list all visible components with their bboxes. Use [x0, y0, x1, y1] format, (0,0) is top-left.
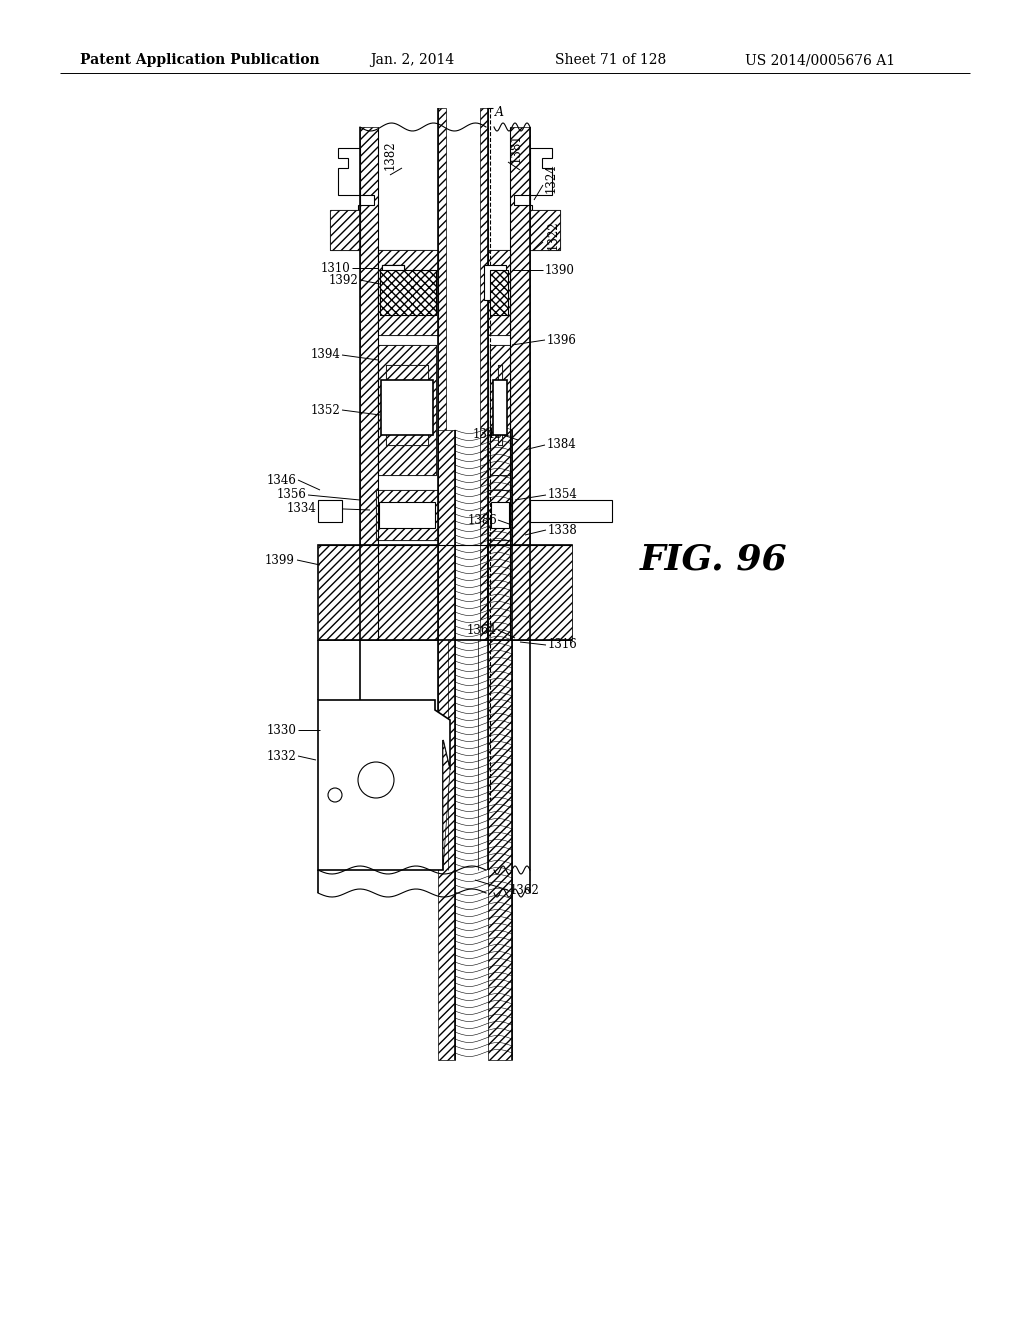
Bar	[386, 366, 428, 445]
Text: 1354: 1354	[548, 488, 578, 502]
Bar	[530, 500, 612, 521]
Text: Jan. 2, 2014: Jan. 2, 2014	[370, 53, 455, 67]
Bar	[490, 502, 509, 528]
Bar	[376, 490, 438, 540]
Bar	[530, 210, 560, 249]
Text: 1338: 1338	[548, 524, 578, 536]
Text: Sheet 71 of 128: Sheet 71 of 128	[555, 53, 667, 67]
Bar	[488, 249, 510, 335]
Bar	[378, 345, 436, 475]
Polygon shape	[338, 148, 374, 210]
Text: 1396: 1396	[547, 334, 577, 346]
Bar	[318, 545, 438, 640]
Bar	[490, 271, 508, 315]
Bar	[484, 265, 506, 300]
Text: 1390: 1390	[545, 264, 574, 276]
Bar	[380, 271, 436, 315]
Bar	[376, 490, 438, 540]
Bar	[330, 210, 360, 249]
Text: 1332: 1332	[266, 750, 296, 763]
Bar	[498, 366, 502, 445]
Bar	[381, 380, 433, 436]
Text: 1386: 1386	[467, 513, 497, 527]
Text: 1362: 1362	[510, 883, 540, 896]
Bar	[382, 265, 404, 300]
Polygon shape	[530, 210, 560, 249]
Bar	[488, 430, 512, 1060]
Text: 1316: 1316	[548, 639, 578, 652]
Polygon shape	[318, 700, 450, 870]
Text: FIG. 96: FIG. 96	[640, 543, 787, 577]
Bar	[382, 265, 404, 300]
Text: 1384: 1384	[547, 438, 577, 451]
Text: 1348: 1348	[472, 429, 502, 441]
Polygon shape	[330, 210, 360, 249]
Bar	[378, 249, 438, 335]
Bar	[490, 271, 508, 315]
Text: 1334: 1334	[286, 502, 316, 515]
Text: 1364: 1364	[467, 623, 497, 636]
Text: 1392: 1392	[329, 273, 358, 286]
Text: US 2014/0005676 A1: US 2014/0005676 A1	[745, 53, 895, 67]
Bar	[382, 265, 404, 300]
Text: 1382: 1382	[384, 140, 397, 170]
Bar	[318, 500, 342, 521]
Bar	[378, 249, 438, 335]
Bar	[480, 108, 488, 640]
Bar	[488, 249, 510, 335]
Polygon shape	[514, 148, 552, 210]
Text: 1322: 1322	[547, 220, 560, 249]
Bar	[379, 502, 435, 528]
Text: A: A	[495, 106, 504, 119]
Text: Patent Application Publication: Patent Application Publication	[80, 53, 319, 67]
Text: 1324: 1324	[545, 164, 558, 193]
Text: 1356: 1356	[276, 488, 306, 502]
Text: 1399: 1399	[265, 553, 295, 566]
Text: 1352: 1352	[310, 404, 340, 417]
Bar	[318, 545, 438, 640]
Bar	[438, 108, 446, 640]
Bar	[488, 490, 512, 540]
Bar	[438, 430, 455, 1060]
Text: 1381: 1381	[510, 133, 523, 162]
Bar	[498, 366, 502, 445]
Bar	[488, 545, 572, 640]
Bar	[380, 271, 436, 315]
Bar	[493, 380, 507, 436]
Bar	[488, 490, 512, 540]
Bar	[378, 345, 436, 475]
Bar	[510, 127, 530, 640]
Text: 1330: 1330	[266, 723, 296, 737]
Polygon shape	[443, 741, 450, 870]
Bar	[490, 345, 510, 475]
Text: 1310: 1310	[321, 261, 350, 275]
Text: 1346: 1346	[266, 474, 296, 487]
Text: 1394: 1394	[310, 348, 340, 362]
Bar	[360, 127, 378, 640]
Bar	[386, 366, 428, 445]
Bar	[488, 545, 572, 640]
Bar	[490, 345, 510, 475]
